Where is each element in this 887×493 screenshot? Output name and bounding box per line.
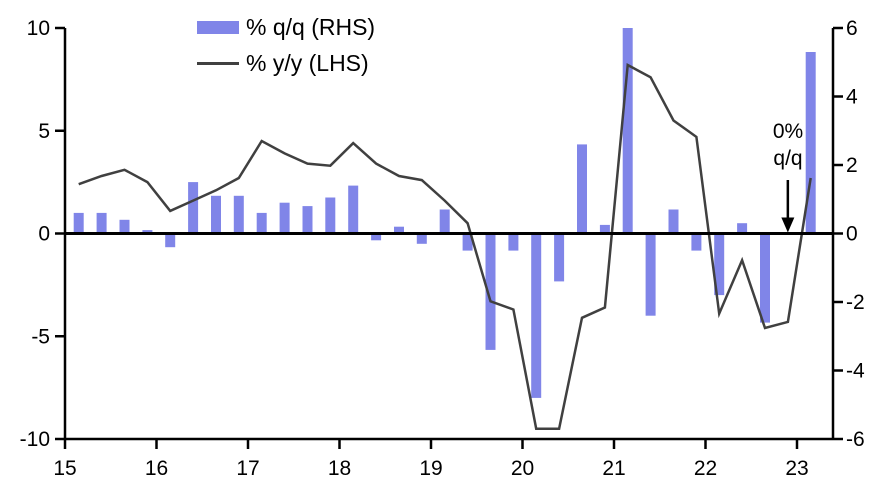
x-axis-tick-label: 16 <box>145 457 168 480</box>
annotation-line2: q/q <box>773 147 803 170</box>
bar-22Q1 <box>714 233 725 296</box>
bar-17Q3 <box>302 206 313 234</box>
bar-22Q2 <box>737 223 748 234</box>
bar-18Q3 <box>394 226 404 234</box>
legend-item-yy: % y/y (LHS) <box>197 48 375 78</box>
bar-series-swatch-icon <box>197 20 239 34</box>
bar-17Q4 <box>325 197 336 234</box>
legend-label-yy: % y/y (LHS) <box>246 49 369 76</box>
bar-19Q1 <box>439 209 450 234</box>
chart-legend: % q/q (RHS) % y/y (LHS) <box>197 12 375 78</box>
bar-20Q2 <box>554 233 565 282</box>
left-axis-tick-label: -5 <box>31 325 50 348</box>
bar-23Q1 <box>805 52 816 234</box>
bar-21Q2 <box>645 233 656 316</box>
bar-15Q3 <box>119 219 130 234</box>
bar-20Q3 <box>577 144 587 234</box>
left-axis-tick-label: 5 <box>38 120 50 143</box>
left-axis-tick-label: 0 <box>38 223 50 246</box>
bar-15Q2 <box>96 212 107 234</box>
annotation-line1: 0% <box>772 120 804 143</box>
bar-18Q2 <box>371 233 382 241</box>
legend-item-qq: % q/q (RHS) <box>197 12 375 42</box>
annotation-arrowhead-icon <box>781 217 795 233</box>
bar-21Q3 <box>668 209 679 234</box>
legend-label-qq: % q/q (RHS) <box>246 13 376 40</box>
right-axis-tick-label: 2 <box>846 154 858 177</box>
bar-22Q3 <box>760 233 770 323</box>
x-axis-tick-label: 17 <box>236 457 259 480</box>
bar-16Q3 <box>211 195 221 234</box>
bar-16Q4 <box>233 195 244 234</box>
right-axis-tick-label: 6 <box>846 17 858 40</box>
x-axis-tick-label: 19 <box>419 457 442 480</box>
line-series-path <box>78 63 812 430</box>
x-axis-tick-label: 23 <box>785 457 808 480</box>
bar-19Q3 <box>485 233 496 350</box>
x-axis-tick-label: 15 <box>53 457 76 480</box>
right-axis-tick-label: -4 <box>846 360 865 383</box>
x-axis-tick-label: 18 <box>328 457 351 480</box>
bar-15Q1 <box>73 212 84 234</box>
annotation-zero-qq: 0% q/q <box>757 118 819 172</box>
bar-17Q1 <box>256 212 267 234</box>
bar-19Q2 <box>462 233 473 251</box>
x-axis-tick-label: 21 <box>602 457 625 480</box>
left-axis-tick-label: -10 <box>20 428 50 451</box>
bar-16Q2 <box>188 182 199 234</box>
bar-16Q1 <box>165 233 176 248</box>
right-axis-tick-label: -6 <box>846 428 865 451</box>
right-axis-tick-label: -2 <box>846 291 865 314</box>
bar-21Q4 <box>691 233 702 251</box>
line-series-swatch-icon <box>197 61 239 65</box>
bar-20Q4 <box>599 224 610 234</box>
left-axis-tick-label: 10 <box>27 17 50 40</box>
bar-15Q4 <box>142 230 153 234</box>
bar-18Q1 <box>348 185 359 234</box>
bar-17Q2 <box>279 202 290 234</box>
right-axis-tick-label: 4 <box>846 86 858 109</box>
right-axis-tick-label: 0 <box>846 223 858 246</box>
x-axis-tick-label: 20 <box>511 457 534 480</box>
bar-20Q1 <box>531 233 542 398</box>
bar-18Q4 <box>416 233 427 244</box>
bar-19Q4 <box>508 233 519 251</box>
x-axis-tick-label: 22 <box>694 457 717 480</box>
bar-21Q1 <box>622 28 633 234</box>
